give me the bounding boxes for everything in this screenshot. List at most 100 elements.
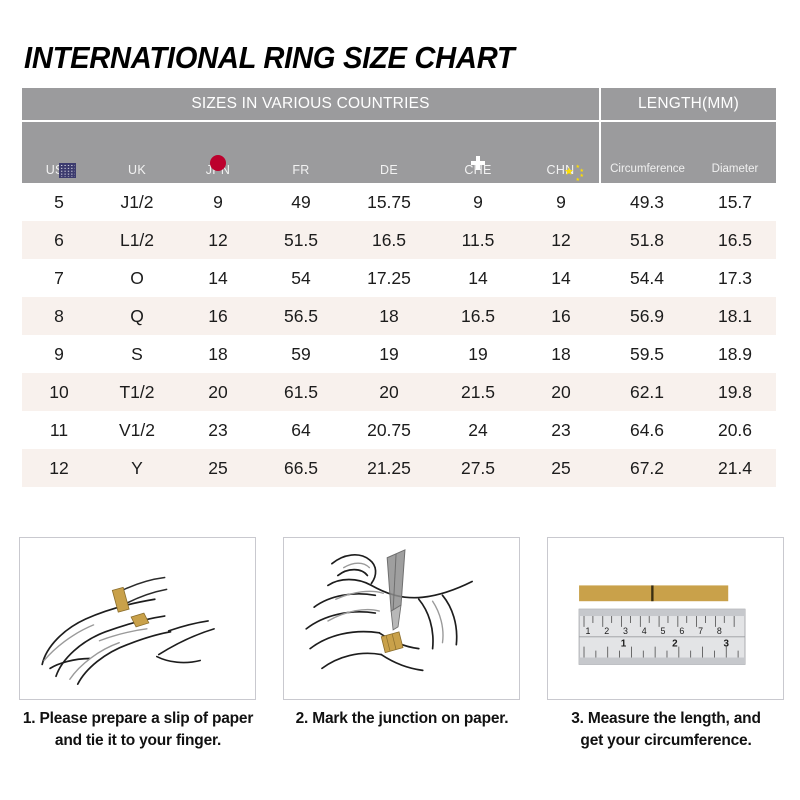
cell-usa: 7: [22, 259, 96, 297]
cell-de: 18: [344, 297, 434, 335]
cell-de: 15.75: [344, 183, 434, 221]
paper-strip: [579, 585, 729, 602]
svg-text:4: 4: [642, 626, 647, 636]
cell-diameter: 18.1: [694, 297, 776, 335]
cell-jpn: 25: [178, 449, 258, 487]
cell-che: 16.5: [434, 297, 522, 335]
cell-uk: S: [96, 335, 178, 373]
column-header-circumference: Circumference: [599, 120, 694, 183]
cell-diameter: 15.7: [694, 183, 776, 221]
country-code-uk: UK: [128, 163, 146, 177]
caption-1-line-2: and tie it to your finger.: [54, 732, 222, 749]
column-header-jpn: JPN: [178, 120, 258, 183]
cell-che: 27.5: [434, 449, 522, 487]
junction-mark: [651, 585, 654, 602]
cell-circumference: 64.6: [600, 411, 694, 449]
cell-uk: Q: [96, 297, 178, 335]
caption-3-line-2: get your circumference.: [580, 732, 752, 749]
cell-fr: 54: [258, 259, 344, 297]
table-row: 12 Y 25 66.5 21.25 27.5 25 67.2 21.4: [22, 449, 776, 487]
table-row: 7 O 14 54 17.25 14 14 54.4 17.3: [22, 259, 776, 297]
cell-jpn: 9: [178, 183, 258, 221]
cell-circumference: 54.4: [600, 259, 694, 297]
cell-fr: 59: [258, 335, 344, 373]
svg-text:1: 1: [621, 639, 627, 650]
cell-jpn: 16: [178, 297, 258, 335]
cell-de: 20: [344, 373, 434, 411]
column-header-chn: ★ ★★ ★★ CHN: [522, 120, 600, 183]
size-table-container: SIZES IN VARIOUS COUNTRIES LENGTH(MM) US…: [22, 88, 776, 487]
cell-circumference: 49.3: [600, 183, 694, 221]
instruction-panel-1: [19, 537, 256, 700]
cell-usa: 5: [22, 183, 96, 221]
instruction-panel-3: 1 2 3 4 5 6 7 8 1 2 3: [547, 537, 784, 700]
group-header-length: LENGTH(MM): [600, 88, 776, 121]
svg-text:3: 3: [724, 639, 730, 650]
cell-che: 9: [434, 183, 522, 221]
cell-uk: V1/2: [96, 411, 178, 449]
column-header-usa: USA: [22, 120, 96, 183]
cell-chn: 14: [522, 259, 600, 297]
cell-fr: 66.5: [258, 449, 344, 487]
table-body: 5 J1/2 9 49 15.75 9 9 49.3 15.7 6 L1/2 1…: [22, 183, 776, 487]
column-header-fr: FR: [258, 120, 344, 183]
cell-che: 11.5: [434, 221, 522, 259]
cell-diameter: 19.8: [694, 373, 776, 411]
cell-chn: 23: [522, 411, 600, 449]
cell-usa: 9: [22, 335, 96, 373]
table-row: 6 L1/2 12 51.5 16.5 11.5 12 51.8 16.5: [22, 221, 776, 259]
cell-uk: T1/2: [96, 373, 178, 411]
cell-diameter: 21.4: [694, 449, 776, 487]
cell-jpn: 23: [178, 411, 258, 449]
ring-size-table: SIZES IN VARIOUS COUNTRIES LENGTH(MM) US…: [22, 88, 776, 487]
group-header-row: SIZES IN VARIOUS COUNTRIES LENGTH(MM): [22, 88, 776, 121]
country-code-chn: CHN: [546, 163, 575, 177]
cell-circumference: 59.5: [600, 335, 694, 373]
cell-uk: Y: [96, 449, 178, 487]
caption-1-line-1: 1. Please prepare a slip of paper: [22, 710, 254, 727]
cell-fr: 49: [258, 183, 344, 221]
cell-de: 16.5: [344, 221, 434, 259]
instruction-panels: 1 2 3 4 5 6 7 8 1 2 3: [0, 537, 800, 712]
cell-che: 21.5: [434, 373, 522, 411]
cell-usa: 8: [22, 297, 96, 335]
cell-fr: 56.5: [258, 297, 344, 335]
column-header-de: DE: [344, 120, 434, 183]
cell-chn: 16: [522, 297, 600, 335]
cell-jpn: 18: [178, 335, 258, 373]
svg-text:6: 6: [679, 626, 684, 636]
cell-de: 19: [344, 335, 434, 373]
table-row: 10 T1/2 20 61.5 20 21.5 20 62.1 19.8: [22, 373, 776, 411]
country-code-che: CHE: [464, 163, 492, 177]
cell-uk: J1/2: [96, 183, 178, 221]
hand-marking-paper-with-pen-illustration: [305, 549, 473, 672]
caption-2: 2. Mark the junction on paper.: [270, 708, 534, 730]
cell-diameter: 17.3: [694, 259, 776, 297]
cell-circumference: 56.9: [600, 297, 694, 335]
column-header-che: CHE: [434, 120, 522, 183]
cell-che: 24: [434, 411, 522, 449]
country-code-de: DE: [380, 163, 398, 177]
column-header-diameter: Diameter: [694, 120, 776, 183]
cell-che: 14: [434, 259, 522, 297]
paper-strip-on-ruler-illustration: 1 2 3 4 5 6 7 8 1 2 3: [578, 585, 746, 665]
country-code-fr: FR: [292, 163, 310, 177]
table-head: SIZES IN VARIOUS COUNTRIES LENGTH(MM) US…: [22, 88, 776, 183]
svg-text:3: 3: [623, 626, 628, 636]
cell-fr: 61.5: [258, 373, 344, 411]
cell-uk: L1/2: [96, 221, 178, 259]
cell-chn: 9: [522, 183, 600, 221]
caption-2-line-1: 2. Mark the junction on paper.: [295, 710, 509, 727]
hand-with-paper-strip-illustration: [41, 576, 215, 686]
caption-1: 1. Please prepare a slip of paper and ti…: [6, 708, 270, 752]
svg-text:2: 2: [604, 626, 609, 636]
cell-usa: 10: [22, 373, 96, 411]
caption-3-line-1: 3. Measure the length, and: [571, 710, 761, 727]
cell-usa: 11: [22, 411, 96, 449]
group-header-sizes: SIZES IN VARIOUS COUNTRIES: [22, 88, 601, 121]
cell-diameter: 16.5: [694, 221, 776, 259]
cell-usa: 12: [22, 449, 96, 487]
cell-diameter: 20.6: [694, 411, 776, 449]
flag-header-row: USA UK JPN: [22, 120, 776, 183]
